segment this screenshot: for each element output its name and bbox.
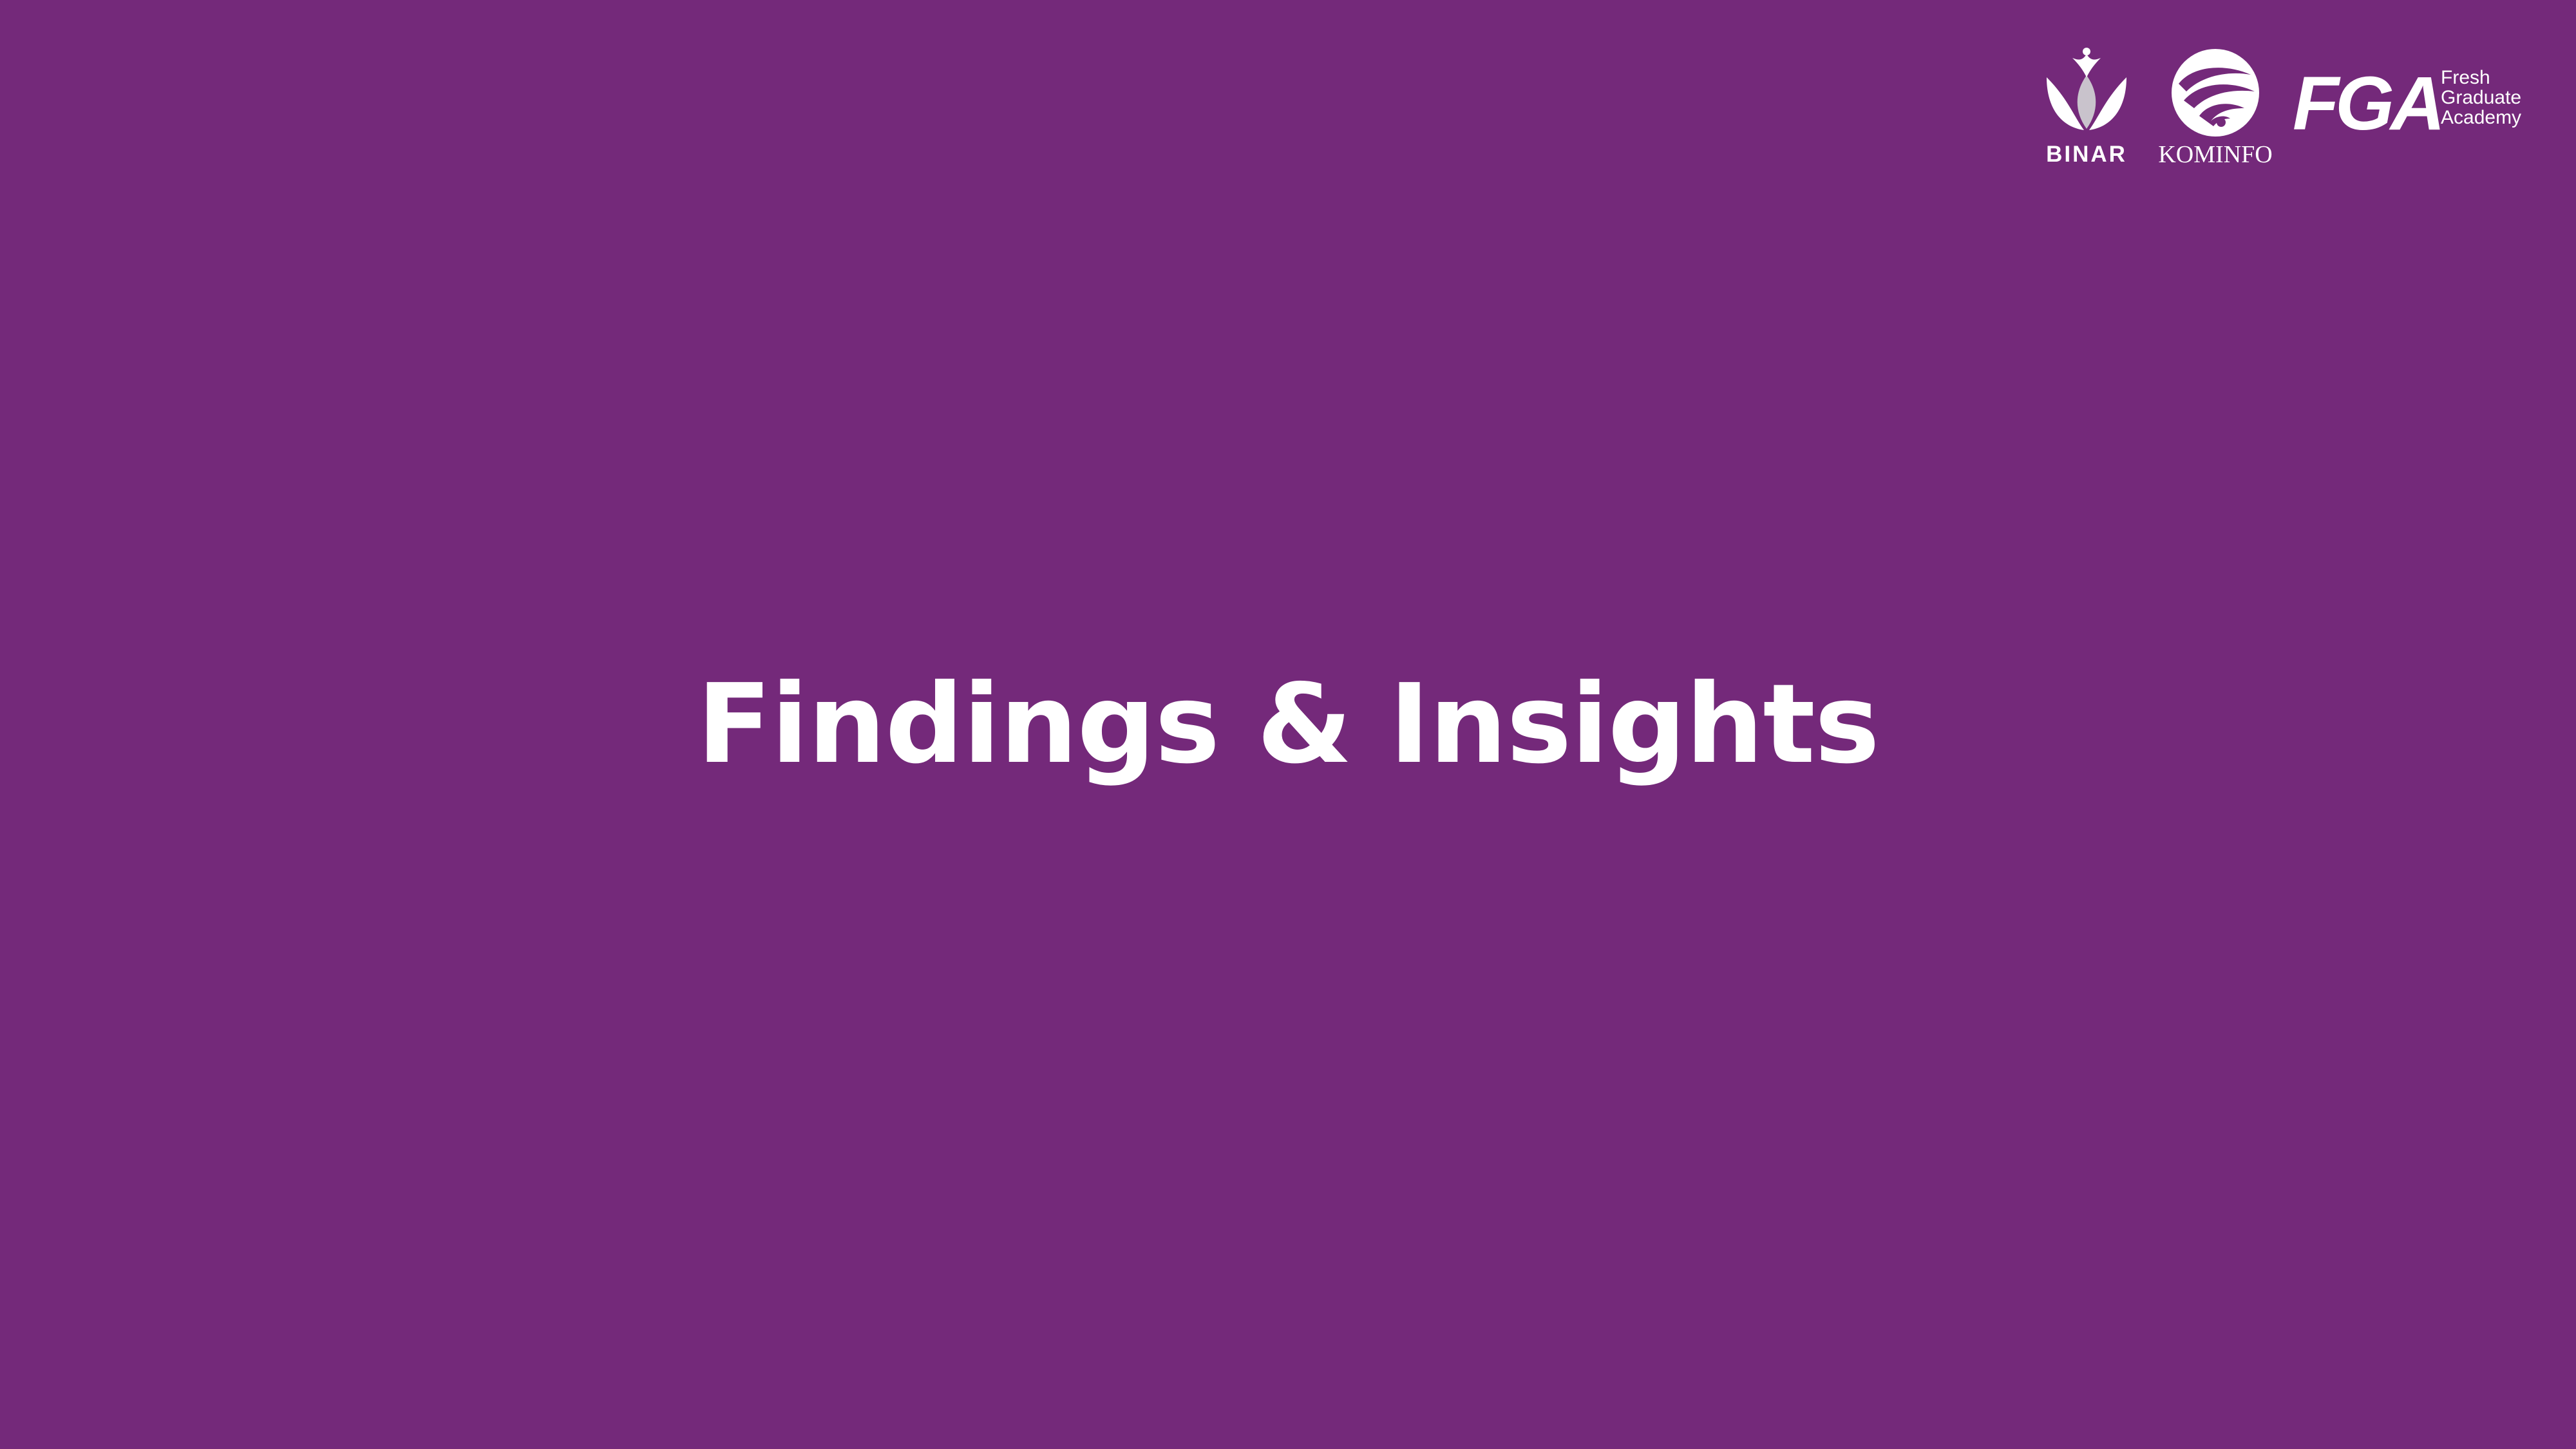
binar-lotus-icon: [2047, 48, 2126, 130]
fga-subtitle: Fresh Graduate Academy: [2441, 68, 2521, 128]
fga-letters: FGA: [2293, 61, 2445, 146]
fga-logo: FGA Fresh Graduate Academy: [2293, 66, 2544, 156]
fga-subtitle-line-3: Academy: [2441, 107, 2522, 128]
binar-wordmark: BINAR: [2046, 142, 2127, 167]
fga-subtitle-line-1: Fresh: [2441, 67, 2490, 88]
kominfo-wordmark: KOMINFO: [2158, 141, 2273, 168]
binar-logo: BINAR: [2041, 46, 2132, 169]
partner-logos: BINAR KOMINFO FGA Fresh Graduate Academy: [2041, 46, 2544, 169]
fga-subtitle-line-2: Graduate: [2441, 87, 2522, 108]
kominfo-wave-icon: [2172, 49, 2259, 137]
slide-title: Findings & Insights: [697, 661, 1880, 788]
kominfo-logo: KOMINFO: [2154, 46, 2277, 169]
